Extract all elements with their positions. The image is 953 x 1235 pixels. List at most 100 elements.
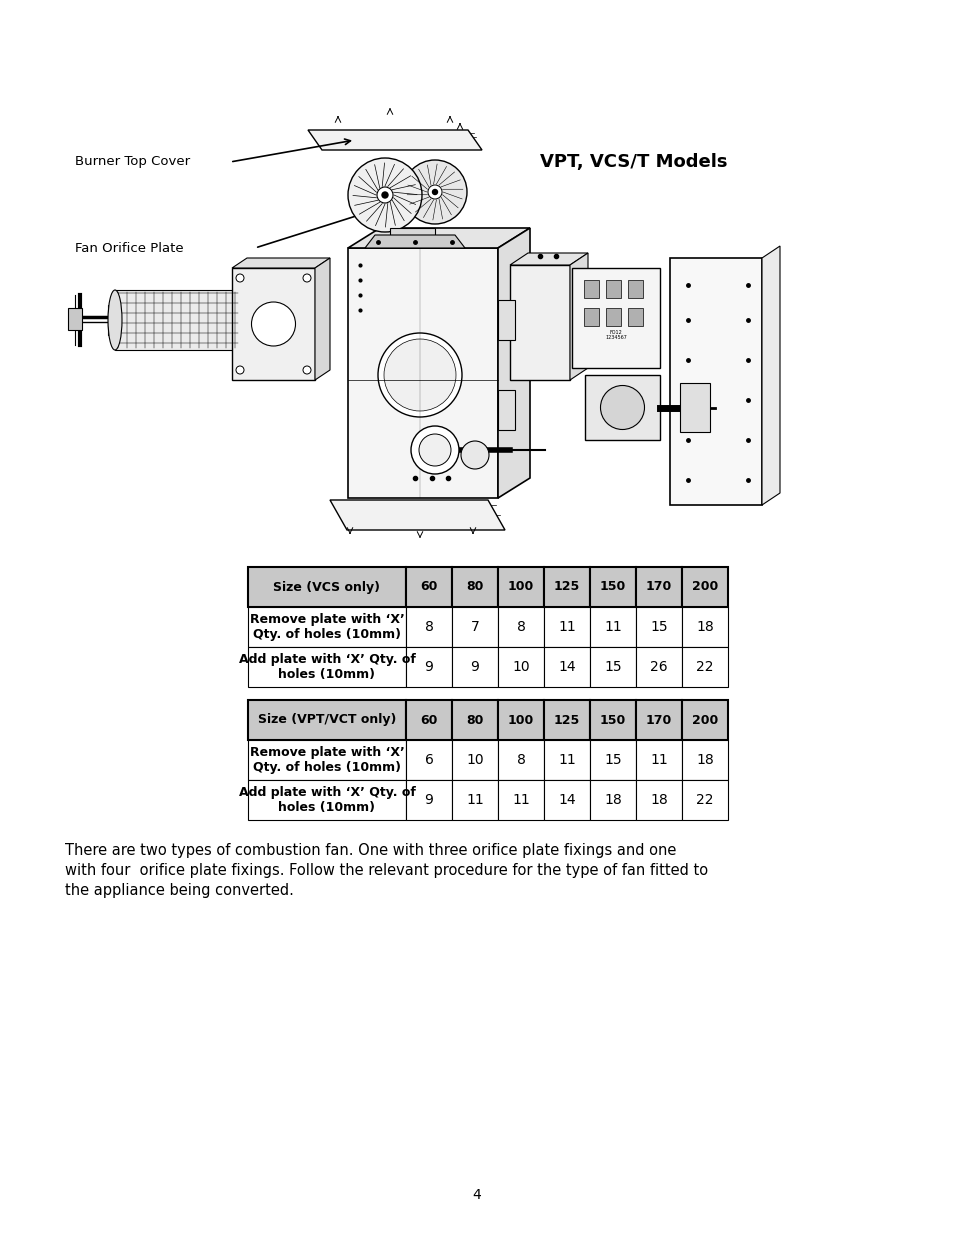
Text: 15: 15: [603, 753, 621, 767]
Text: 11: 11: [603, 620, 621, 634]
Polygon shape: [510, 266, 569, 380]
Circle shape: [235, 274, 244, 282]
Bar: [589, 647, 636, 687]
Circle shape: [428, 185, 441, 199]
Text: 170: 170: [645, 714, 672, 726]
Bar: [636, 606, 681, 647]
Polygon shape: [497, 228, 530, 498]
Polygon shape: [627, 280, 642, 298]
Text: 7: 7: [470, 620, 478, 634]
Bar: [406, 606, 452, 647]
Polygon shape: [314, 258, 330, 380]
Bar: [589, 700, 636, 740]
Text: 100: 100: [507, 714, 534, 726]
Polygon shape: [497, 390, 515, 430]
Bar: [452, 606, 497, 647]
Text: 18: 18: [603, 793, 621, 806]
Text: 22: 22: [696, 659, 713, 674]
Circle shape: [402, 161, 467, 224]
Bar: [497, 647, 543, 687]
Text: 60: 60: [420, 714, 437, 726]
Text: 80: 80: [466, 580, 483, 594]
Bar: [248, 606, 406, 647]
Bar: [681, 567, 727, 606]
Bar: [636, 647, 681, 687]
Text: Size (VPT/VCT only): Size (VPT/VCT only): [257, 714, 395, 726]
Bar: [543, 740, 589, 781]
Text: 11: 11: [649, 753, 667, 767]
Text: Size (VCS only): Size (VCS only): [274, 580, 380, 594]
Circle shape: [303, 366, 311, 374]
Text: 60: 60: [420, 580, 437, 594]
Circle shape: [252, 303, 295, 346]
Text: Add plate with ‘X’ Qty. of
holes (10mm): Add plate with ‘X’ Qty. of holes (10mm): [238, 653, 415, 680]
Text: 125: 125: [554, 580, 579, 594]
Text: 11: 11: [558, 753, 576, 767]
Bar: [543, 606, 589, 647]
Polygon shape: [365, 235, 464, 248]
Bar: [589, 740, 636, 781]
Circle shape: [411, 426, 458, 474]
Polygon shape: [584, 375, 659, 440]
Polygon shape: [627, 308, 642, 326]
Ellipse shape: [108, 290, 122, 350]
Text: 8: 8: [516, 753, 525, 767]
Circle shape: [599, 385, 644, 430]
Text: Remove plate with ‘X’
Qty. of holes (10mm): Remove plate with ‘X’ Qty. of holes (10m…: [250, 613, 404, 641]
Polygon shape: [330, 500, 504, 530]
Polygon shape: [761, 246, 780, 505]
Bar: [497, 567, 543, 606]
Circle shape: [377, 333, 461, 417]
Text: 9: 9: [470, 659, 479, 674]
Circle shape: [418, 433, 451, 466]
Polygon shape: [108, 305, 118, 335]
Text: 9: 9: [424, 793, 433, 806]
Text: 100: 100: [507, 580, 534, 594]
Text: 8: 8: [424, 620, 433, 634]
Text: 14: 14: [558, 659, 576, 674]
Bar: [681, 700, 727, 740]
Circle shape: [432, 189, 437, 194]
Text: 15: 15: [603, 659, 621, 674]
Circle shape: [460, 441, 489, 469]
Polygon shape: [348, 228, 530, 248]
Bar: [452, 567, 497, 606]
Circle shape: [381, 191, 388, 198]
Text: the appliance being converted.: the appliance being converted.: [65, 883, 294, 898]
Text: There are two types of combustion fan. One with three orifice plate fixings and : There are two types of combustion fan. O…: [65, 844, 676, 858]
Bar: [248, 781, 406, 820]
Text: Add plate with ‘X’ Qty. of
holes (10mm): Add plate with ‘X’ Qty. of holes (10mm): [238, 785, 415, 814]
Polygon shape: [669, 258, 761, 505]
Text: Fan Orifice Plate: Fan Orifice Plate: [75, 242, 183, 254]
Text: with four  orifice plate fixings. Follow the relevant procedure for the type of : with four orifice plate fixings. Follow …: [65, 863, 707, 878]
Text: 80: 80: [466, 714, 483, 726]
Bar: [452, 647, 497, 687]
Bar: [497, 781, 543, 820]
Circle shape: [348, 158, 421, 232]
Polygon shape: [569, 253, 587, 380]
Text: VPT, VCS/T Models: VPT, VCS/T Models: [539, 153, 727, 170]
Text: Remove plate with ‘X’
Qty. of holes (10mm): Remove plate with ‘X’ Qty. of holes (10m…: [250, 746, 404, 774]
Polygon shape: [583, 308, 598, 326]
Bar: [497, 700, 543, 740]
Circle shape: [384, 338, 456, 411]
Text: 18: 18: [649, 793, 667, 806]
Polygon shape: [510, 253, 587, 266]
Text: 200: 200: [691, 714, 718, 726]
Bar: [452, 740, 497, 781]
Text: 11: 11: [558, 620, 576, 634]
Bar: [543, 647, 589, 687]
Text: 14: 14: [558, 793, 576, 806]
Bar: [636, 740, 681, 781]
Text: FO12
1234567: FO12 1234567: [604, 330, 626, 341]
Text: 9: 9: [424, 659, 433, 674]
Polygon shape: [68, 308, 82, 330]
Bar: [681, 606, 727, 647]
Polygon shape: [497, 300, 515, 340]
Bar: [406, 740, 452, 781]
Bar: [636, 700, 681, 740]
Polygon shape: [572, 268, 659, 368]
Text: 11: 11: [466, 793, 483, 806]
Polygon shape: [583, 280, 598, 298]
Text: 18: 18: [696, 753, 713, 767]
